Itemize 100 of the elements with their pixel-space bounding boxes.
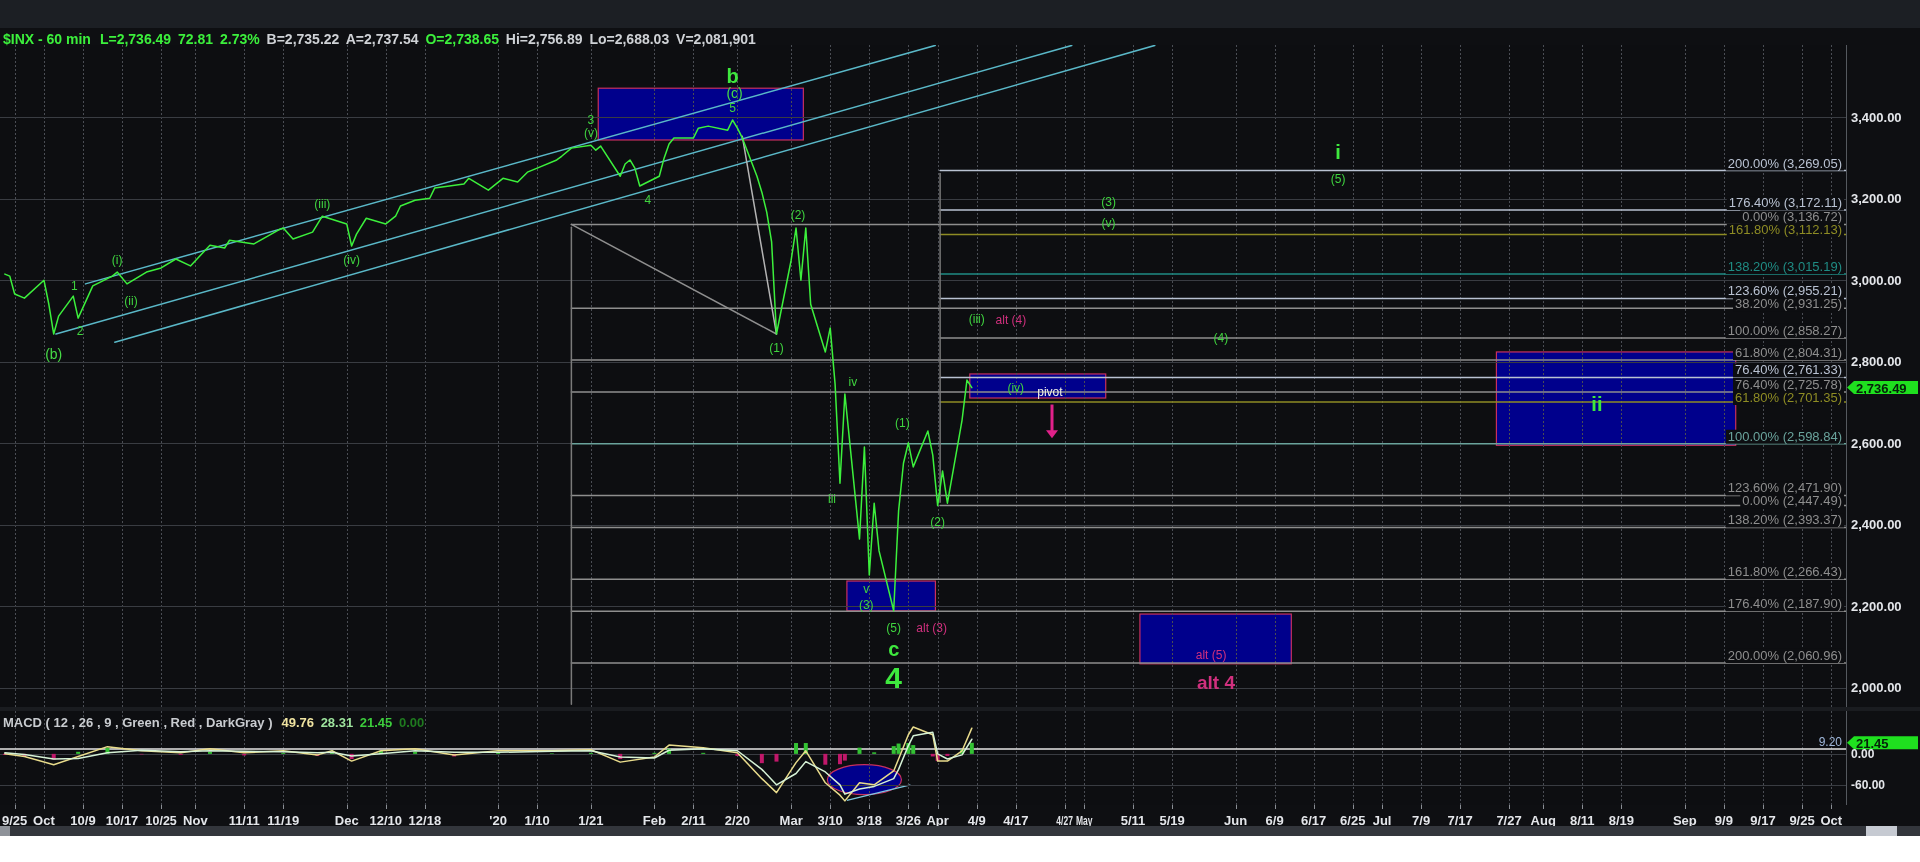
x-tick-label: 3/26	[895, 812, 922, 828]
x-tick-label: Oct	[33, 812, 56, 828]
y-tick-label: 3,400.00	[1851, 109, 1902, 125]
annotation: 1	[70, 279, 78, 294]
x-tick-label: 1/21	[578, 812, 604, 828]
x-tick-label: Sep	[1672, 812, 1697, 828]
annotation: i	[1335, 140, 1341, 163]
x-tick-label: 5/19	[1159, 812, 1185, 828]
annotation: (4)	[1213, 330, 1229, 345]
y-tick-label: 2,600.00	[1851, 435, 1902, 451]
x-tick-label: Dec	[334, 812, 359, 828]
x-tick-label: Feb	[642, 812, 667, 828]
series-label: 138.20% (2,393.37)	[1727, 512, 1842, 528]
x-tick-label: 6/17	[1301, 812, 1327, 828]
series-label: 123.60% (2,955.21)	[1727, 283, 1842, 299]
x-tick-label: 9/17	[1750, 812, 1776, 828]
annotation: ii	[1591, 392, 1603, 415]
series-label: 0.00% (3,136.72)	[1742, 209, 1842, 225]
series-label: 161.80% (3,112.13)	[1728, 222, 1842, 238]
series-label: 176.40% (2,187.90)	[1727, 596, 1842, 612]
annotation: b	[726, 65, 739, 87]
x-tick-label: 12/10	[369, 812, 403, 828]
x-tick-label: 4/9	[967, 812, 986, 828]
annotation: (b)	[45, 346, 63, 363]
annotation: (1)	[769, 341, 784, 356]
annotation: (2)	[790, 208, 806, 223]
series-label: 0.00% (2,447.49)	[1742, 493, 1842, 509]
y-tick-label: 2,800.00	[1851, 354, 1902, 370]
y-tick-label: 3,200.00	[1851, 191, 1902, 207]
annotation: (iv)	[343, 252, 360, 267]
series-label: 176.40% (3,172.11)	[1728, 195, 1842, 211]
series-label: 161.80% (2,266.43)	[1727, 564, 1842, 580]
annotation: (i)	[111, 253, 123, 268]
annotation: (iv)	[1007, 380, 1025, 395]
annotation: 5	[729, 101, 737, 115]
annotation: iii	[827, 492, 836, 507]
annotation: (2)	[930, 514, 945, 529]
series-label: 100.00% (2,858.27)	[1727, 322, 1842, 338]
text: L=2,736.49 72.81 2.73% B=2,735.22 A=2,737.54 O=2,738.65 Hi=2,756.89 Lo=2,688.03 V=2,081,901	[99, 31, 756, 47]
x-tick-label: 1/10	[524, 812, 550, 828]
chart-title: MACD ( 12 , 26 , 9 , Green , Red , DarkGray )	[3, 714, 273, 730]
series-label: 123.60% (2,471.90)	[1727, 480, 1842, 496]
x-tick-label: 7/27	[1496, 812, 1522, 828]
series-label: 76.40% (2,725.78)	[1735, 376, 1842, 392]
annotation: (ii)	[124, 293, 138, 308]
series-label: 61.80% (2,804.31)	[1735, 344, 1842, 360]
x-tick-label: 6/25	[1340, 812, 1366, 828]
x-tick-label: 4/17	[1003, 812, 1029, 828]
series-label: 200.00% (3,269.05)	[1727, 155, 1842, 171]
annotation: (v)	[583, 126, 598, 141]
annotation: pivot	[1037, 384, 1064, 399]
x-tick-label: Oct	[1820, 812, 1843, 828]
y-tick-label: -60.00	[1851, 777, 1886, 792]
x-tick-label: 7/9	[1412, 812, 1431, 828]
annotation: (5)	[886, 620, 902, 635]
series-label: 200.00% (2,060.96)	[1727, 647, 1842, 663]
x-tick-label: 5/11	[1120, 812, 1146, 828]
annotation: v	[863, 581, 870, 596]
x-tick-label: 9/25	[1789, 812, 1815, 828]
x-tick-label: Jul	[1372, 812, 1392, 828]
series-label: 76.40% (2,761.33)	[1735, 362, 1842, 378]
annotation: iv	[848, 374, 858, 389]
x-tick-label: Apr	[926, 812, 949, 828]
text: 2,736.49	[1856, 380, 1907, 396]
x-tick-label: 10/9	[70, 812, 96, 828]
ref-line-label: 9.20	[1818, 735, 1843, 750]
x-tick-label: '20	[489, 812, 507, 828]
x-tick-label: May	[1075, 812, 1102, 828]
chart-title: $INX - 60 min	[3, 31, 91, 47]
x-tick-label: 8/19	[1608, 812, 1635, 828]
annotation: 3	[587, 113, 595, 128]
y-tick-label: 2,200.00	[1851, 598, 1902, 614]
annotation: alt (4)	[995, 313, 1027, 328]
x-tick-label: 6/9	[1265, 812, 1284, 828]
x-tick-label: 10/17	[105, 812, 139, 828]
annotation: alt 4	[1197, 671, 1236, 693]
x-tick-label: 11/11	[228, 812, 260, 828]
x-tick-label: 7/17	[1447, 812, 1473, 828]
x-tick-label: 11/19	[267, 812, 300, 828]
annotation: (1)	[895, 415, 910, 430]
annotation: alt (5)	[1195, 647, 1227, 662]
annotation: 4	[885, 660, 903, 694]
series-label: 138.20% (3,015.19)	[1727, 259, 1842, 275]
annotation: 2	[76, 324, 84, 339]
x-tick-label: Nov	[183, 812, 209, 828]
annotation: (c)	[726, 85, 743, 101]
y-tick-label: 2,000.00	[1851, 680, 1902, 696]
x-tick-label: 3/18	[856, 812, 882, 828]
chart-subtitle: 49.76 28.31 21.45 0.00	[281, 714, 425, 730]
annotation: alt (3)	[916, 620, 948, 635]
annotation: (3)	[858, 597, 874, 612]
annotation: 4	[644, 193, 652, 208]
x-tick-label: 2/20	[724, 812, 751, 828]
y-tick-label: 3,000.00	[1851, 272, 1902, 288]
x-tick-label: 3/10	[817, 812, 843, 828]
annotation: (3)	[1101, 195, 1116, 210]
annotation: c	[888, 637, 900, 660]
x-tick-label: 8/11	[1569, 812, 1595, 828]
annotation: (iii)	[968, 312, 985, 327]
annotation: (5)	[1330, 171, 1346, 186]
